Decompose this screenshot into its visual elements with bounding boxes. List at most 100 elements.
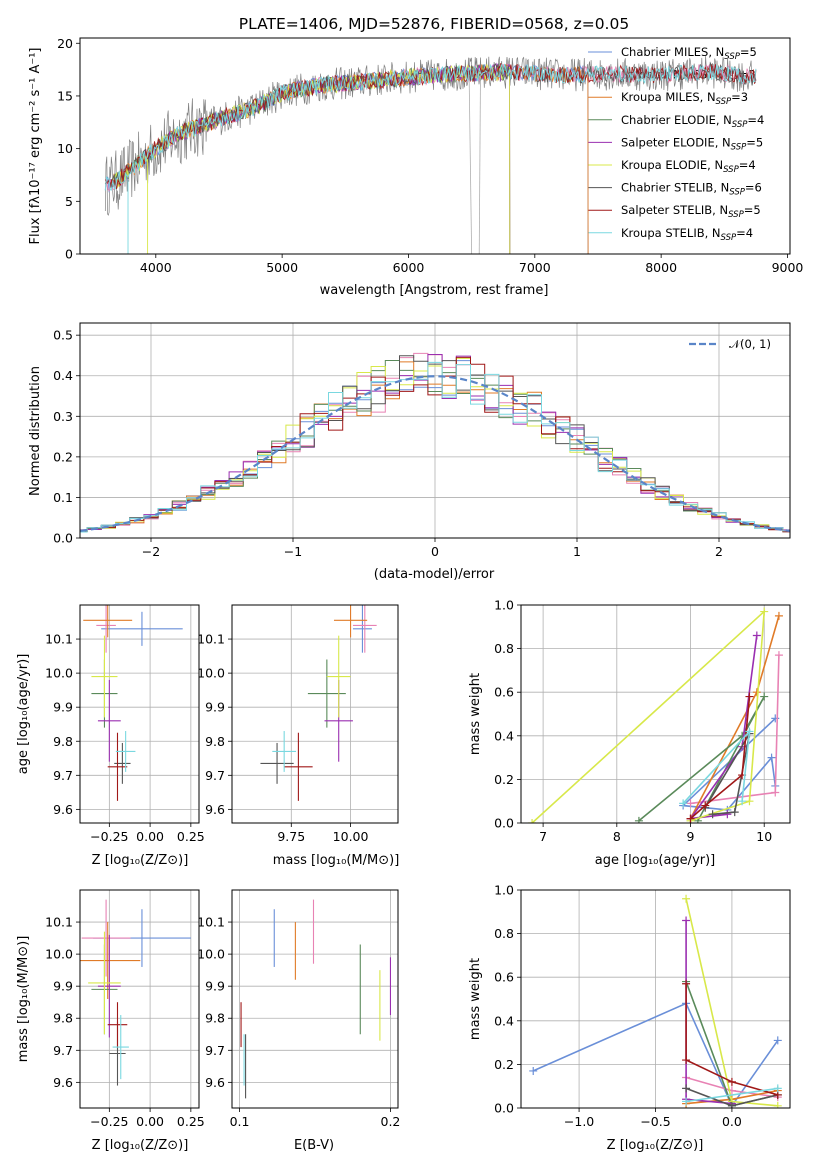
- legend-subscript: SSP: [729, 188, 745, 198]
- mass_vs_ebv-ytick-label: 9.8: [205, 1011, 225, 1026]
- age_vs_mass-ytick-label: 9.8: [205, 734, 225, 749]
- spectrum-legend-entry: Chabrier MILES, NSSP=5: [621, 45, 757, 62]
- mass_vs_Z-ytick-label: 10.0: [45, 947, 73, 962]
- mw_vs_Z-ytick-label: 0.4: [494, 1013, 514, 1028]
- age_vs_mass-xlabel: mass [log₁₀(M/M⊙)]: [273, 853, 400, 868]
- age_vs_mass-errorbar: [352, 605, 372, 653]
- mw_vs_age-series-marker: [701, 801, 710, 810]
- legend-label: Kroupa ELODIE, N: [621, 158, 723, 172]
- residuals-ytick-label: 0.2: [53, 449, 73, 464]
- legend-value: =5: [740, 45, 757, 59]
- mw_vs_Z-grid: [521, 889, 790, 1109]
- mw_vs_age-frame: [520, 604, 791, 824]
- mass_vs_Z-frame: [79, 889, 200, 1109]
- mass_vs_Z-ytick-label: 9.7: [53, 1043, 73, 1058]
- mw_vs_Z-series-line: [532, 1002, 779, 1108]
- legend-value: =6: [745, 181, 762, 195]
- mw_vs_Z-xtick-label: −0.5: [640, 1114, 670, 1129]
- residuals-histogram-series: [80, 357, 790, 532]
- spectrum-ytick-label: 15: [57, 88, 73, 103]
- residuals-xtick-label: −2: [142, 544, 160, 559]
- residuals-ytick-label: 0.5: [53, 328, 73, 343]
- mw_vs_age-xlabel: age [log₁₀(age/yr)]: [595, 853, 716, 868]
- mw_vs_Z-ytick-label: 0.0: [494, 1101, 514, 1116]
- legend-value: =4: [739, 158, 756, 172]
- mw_vs_Z-series-marker: [682, 1084, 691, 1093]
- mass_vs_Z-xtick-label: 0.25: [177, 1114, 205, 1129]
- mass_vs_Z-errorbar: [112, 1015, 129, 1080]
- mw_vs_age-series-line: [638, 696, 765, 822]
- mw_vs_age-series-marker: [745, 797, 754, 806]
- mw_vs_age-series-marker: [767, 753, 776, 762]
- legend-label: Chabrier STELIB, N: [621, 181, 729, 195]
- mw_vs_Z-xlabel: Z [log₁₀(Z/Z⊙)]: [607, 1138, 704, 1153]
- residuals-plot-area: [80, 352, 790, 533]
- age_vs_Z-errorbar: [114, 742, 131, 784]
- mass_vs_Z-errorbar: [97, 934, 121, 1038]
- age_vs_mass-errorbar: [272, 731, 297, 772]
- spectrum-ytick-label: 0: [65, 247, 73, 262]
- spectrum-legend-entry: Chabrier ELODIE, NSSP=4: [621, 113, 764, 130]
- mw_vs_Z-axes: −1.0 −0.5 0.0 0.0 0.2 0.4 0.6 0.8 1.0: [494, 883, 790, 1129]
- legend-value: =4: [736, 226, 753, 240]
- age_vs_mass-xtick-label: 10.00: [333, 829, 369, 844]
- age_vs_Z-errorbar: [91, 635, 118, 718]
- spectrum-plot-area: [104, 56, 757, 254]
- age_vs_Z-plot-area: [83, 605, 183, 801]
- mass_vs_ebv-ytick-label: 9.6: [205, 1075, 225, 1090]
- age_vs_mass-ytick-label: 9.6: [205, 802, 225, 817]
- mw_vs_age-xtick-label: 7: [539, 829, 547, 844]
- legend-label: Kroupa STELIB, N: [621, 226, 721, 240]
- age_vs_Z-axes: −0.25 0.00 0.25 9.6 9.7 9.8 9.9 10.0 10.1: [45, 605, 205, 844]
- residuals-ylabel: Normed distribution: [28, 366, 43, 496]
- age_vs_mass-frame: [231, 604, 399, 824]
- mw_vs_Z-series-marker: [727, 1077, 736, 1086]
- age_vs_mass-errorbar: [333, 605, 368, 638]
- residuals-ytick-label: 0.0: [53, 531, 73, 546]
- spectrum-ytick-label: 5: [65, 194, 73, 209]
- mw_vs_age-series-marker: [771, 788, 780, 797]
- mw_vs_age-series-marker: [708, 810, 717, 819]
- age_vs_Z-ytick-label: 9.9: [53, 700, 73, 715]
- mw_vs_Z-series-marker: [727, 1101, 736, 1108]
- age_vs_mass-errorbar: [307, 659, 346, 728]
- residuals-histogram-series: [80, 355, 790, 533]
- mw_vs_age-xtick-label: 8: [613, 829, 621, 844]
- residuals-normal-curve: [80, 375, 790, 532]
- legend-subscript: SSP: [731, 142, 747, 152]
- mw_vs_Z-plot-area: [529, 894, 782, 1108]
- mw_vs_Z-series-marker: [529, 1066, 538, 1075]
- mw_vs_age-series-marker: [686, 799, 695, 808]
- mw_vs_age-series-marker: [745, 692, 754, 701]
- age_vs_mass-axes: 9.75 10.00 9.6 9.7 9.8 9.9 10.0 10.1: [197, 605, 398, 844]
- spectrum-legend-entry: Chabrier STELIB, NSSP=6: [621, 181, 762, 198]
- age_vs_Z-errorbar: [97, 679, 121, 762]
- mw_vs_Z-series-marker: [682, 916, 691, 925]
- age_vs_Z-errorbar: [107, 732, 128, 801]
- spectrum-frame: [79, 37, 791, 255]
- spectrum-xtick-label: 5000: [266, 260, 298, 275]
- age_vs_Z-ytick-label: 10.0: [45, 666, 73, 681]
- mass_vs_Z-ytick-label: 9.8: [53, 1011, 73, 1026]
- mw_vs_Z-series-marker: [682, 894, 691, 903]
- age_vs_Z-errorbar: [115, 731, 136, 772]
- mw_vs_age-series-marker: [760, 607, 769, 616]
- age_vs_mass-ytick-label: 9.9: [205, 700, 225, 715]
- mw_vs_age-series-marker: [745, 727, 754, 736]
- residuals-xlabel: (data-model)/error: [374, 567, 495, 582]
- mass_vs_Z-errorbar: [88, 931, 121, 1035]
- age_vs_Z-xtick-label: −0.25: [90, 829, 128, 844]
- residuals-xtick-label: 2: [715, 544, 723, 559]
- mass_vs_Z-ytick-label: 9.6: [53, 1075, 73, 1090]
- age_vs_Z-ylabel: age [log₁₀(age/yr)]: [16, 654, 31, 775]
- mw_vs_age-series-line: [531, 609, 766, 823]
- legend-label: Chabrier MILES, N: [621, 45, 724, 59]
- age_vs_mass-errorbar: [352, 605, 377, 653]
- mw_vs_Z-series-marker: [682, 1056, 691, 1065]
- mass_vs_ebv-ytick-label: 9.9: [205, 979, 225, 994]
- spectrum-ytick-label: 20: [57, 36, 73, 51]
- mass_vs_Z-errorbar: [80, 922, 141, 999]
- legend-subscript: SSP: [716, 97, 732, 107]
- age_vs_Z-ytick-label: 9.7: [53, 768, 73, 783]
